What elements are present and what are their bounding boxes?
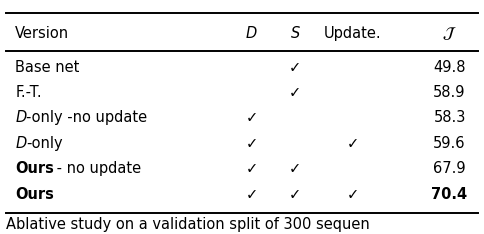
Text: Update.: Update. [324, 26, 382, 41]
Text: $D$: $D$ [245, 25, 258, 41]
Text: ✓: ✓ [347, 136, 359, 151]
Text: ✓: ✓ [245, 110, 258, 125]
Text: 67.9: 67.9 [433, 161, 466, 176]
Text: 59.6: 59.6 [433, 136, 466, 151]
Text: ✓: ✓ [245, 161, 258, 176]
Text: $\mathcal{J}$: $\mathcal{J}$ [442, 25, 457, 42]
Text: 49.8: 49.8 [433, 59, 466, 74]
Text: Ablative study on a validation split of 300 sequen: Ablative study on a validation split of … [5, 216, 369, 231]
Text: ✓: ✓ [245, 136, 258, 151]
Text: Base net: Base net [15, 59, 79, 74]
Text: Ours: Ours [15, 186, 54, 201]
Text: ✓: ✓ [347, 186, 359, 201]
Text: ✓: ✓ [289, 59, 301, 74]
Text: ✓: ✓ [289, 186, 301, 201]
Text: $S$: $S$ [290, 25, 301, 41]
Text: 70.4: 70.4 [431, 186, 468, 201]
Text: Ours: Ours [15, 161, 54, 176]
Text: -only: -only [26, 136, 62, 151]
Text: - no update: - no update [52, 161, 141, 176]
Text: F.-T.: F.-T. [15, 85, 42, 100]
Text: ✓: ✓ [289, 85, 301, 100]
Text: 58.3: 58.3 [433, 110, 466, 125]
Text: 58.9: 58.9 [433, 85, 466, 100]
Text: D: D [15, 110, 27, 125]
Text: ✓: ✓ [245, 186, 258, 201]
Text: ✓: ✓ [289, 161, 301, 176]
Text: Version: Version [15, 26, 69, 41]
Text: D: D [15, 136, 27, 151]
Text: -only -no update: -only -no update [26, 110, 147, 125]
